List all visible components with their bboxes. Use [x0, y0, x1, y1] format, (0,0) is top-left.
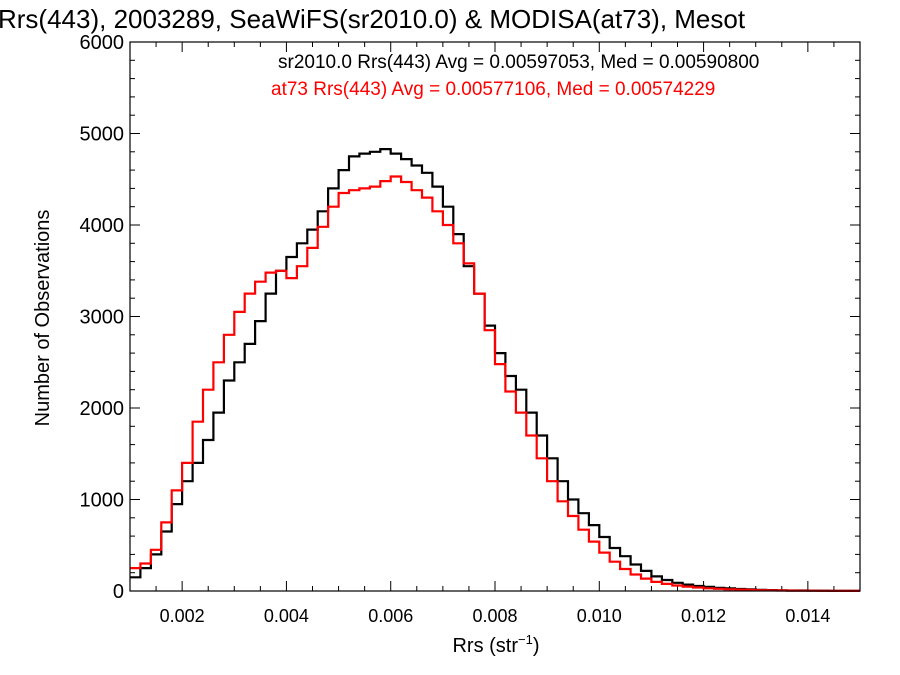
y-axis: 0 1000 2000 3000 4000 5000 6000 — [80, 32, 860, 603]
x-axis-label-superscript: −1 — [518, 632, 533, 647]
x-tick-label: 0.008 — [472, 606, 517, 626]
y-tick-label: 6000 — [80, 32, 125, 54]
y-tick-label: 5000 — [80, 124, 125, 146]
y-tick-label: 1000 — [80, 490, 125, 512]
x-axis-label: Rrs (str−1) — [452, 632, 539, 657]
x-axis-label-main: Rrs (str — [452, 635, 518, 657]
x-tick-label: 0.012 — [681, 606, 726, 626]
annotation-sr2010-stats: sr2010.0 Rrs(443) Avg = 0.00597053, Med … — [278, 52, 759, 73]
x-axis: 0.002 0.004 0.006 0.008 0.010 0.012 0.014 — [155, 42, 835, 626]
x-tick-label: 0.004 — [264, 606, 309, 626]
x-tick-label: 0.002 — [160, 606, 205, 626]
x-tick-label: 0.014 — [785, 606, 830, 626]
series-line-sr2010 — [130, 148, 860, 592]
series-line-at73 — [130, 175, 860, 592]
plot-series — [130, 148, 860, 592]
y-tick-label: 3000 — [80, 307, 125, 329]
y-tick-label: 0 — [113, 581, 124, 603]
plot-frame — [129, 41, 861, 592]
annotation-at73-stats: at73 Rrs(443) Avg = 0.00577106, Med = 0.… — [271, 79, 715, 100]
x-tick-label: 0.010 — [577, 606, 622, 626]
y-axis-label: Number of Observations — [32, 210, 54, 427]
chart-title: Rrs(443), 2003289, SeaWiFS(sr2010.0) & M… — [0, 4, 746, 34]
y-tick-label: 2000 — [80, 398, 125, 420]
y-tick-label: 4000 — [80, 215, 125, 237]
x-tick-label: 0.006 — [368, 606, 413, 626]
x-axis-label-close: ) — [533, 635, 540, 657]
